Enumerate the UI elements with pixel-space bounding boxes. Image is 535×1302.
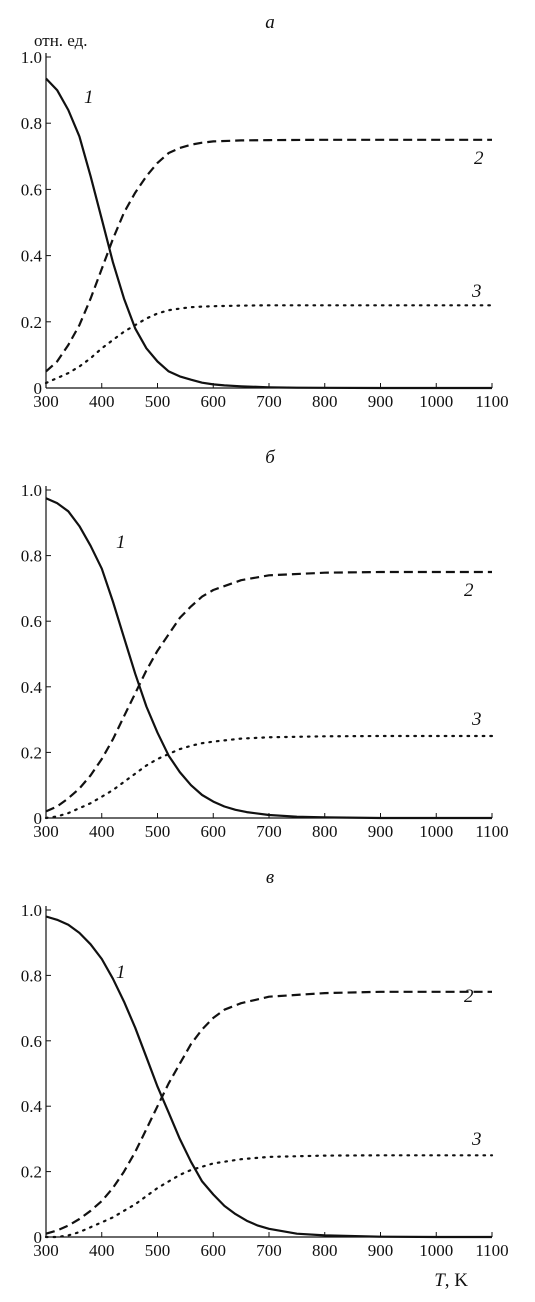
series-2-line xyxy=(45,990,492,1235)
chart-panel-2: б 300 400 500 600 700 800 900 1000 1100 0 0.2 0.4 0.6… xyxy=(21,447,509,841)
y-tick-label: 1.0 xyxy=(21,48,42,67)
y-unit-label: отн. ед. xyxy=(34,31,88,50)
y-tick-label: 0.4 xyxy=(21,678,43,697)
x-tick-label: 600 xyxy=(201,1241,227,1260)
x-tick-label: 800 xyxy=(312,392,338,411)
series-2-line xyxy=(45,138,492,373)
series-1-line xyxy=(45,915,492,1239)
series-3-line xyxy=(44,1154,494,1239)
x-tick-label: 400 xyxy=(89,822,115,841)
chart-panel-1: а 300 400 500 600 700 800 900 1000 1100 0 0.2 0.4 0.6… xyxy=(21,12,509,411)
x-tick-label: 1100 xyxy=(475,392,508,411)
x-tick-label: 800 xyxy=(312,822,338,841)
x-tick-label: 300 xyxy=(33,392,59,411)
series-3-line xyxy=(44,304,494,385)
y-tick-label: 0.2 xyxy=(21,1163,42,1182)
y-tick-label: 0.6 xyxy=(21,1032,42,1051)
y-tick-label: 1.0 xyxy=(21,901,42,920)
x-tick-label: 500 xyxy=(145,392,171,411)
series-1-label: 1 xyxy=(84,87,94,108)
x-tick-label: 700 xyxy=(256,822,282,841)
series-1-line xyxy=(45,497,492,820)
series-3-line xyxy=(44,734,494,820)
x-tick-label: 1000 xyxy=(419,822,453,841)
y-tick-label: 0.6 xyxy=(21,612,42,631)
x-tick-label: 600 xyxy=(201,822,227,841)
chart-panel-3: в 300 400 500 600 700 800 900 1000 1100 0 0.2 0.4 0.6… xyxy=(21,867,509,1260)
x-tick-label: 1000 xyxy=(419,1241,453,1260)
y-tick-label: 0.2 xyxy=(21,743,42,762)
y-tick-label: 0.8 xyxy=(21,114,42,133)
x-tick-label: 400 xyxy=(89,1241,115,1260)
y-tick-label: 0.8 xyxy=(21,547,42,566)
y-tick-label: 0.6 xyxy=(21,180,42,199)
panel-label: в xyxy=(266,867,274,888)
y-tick-label: 0.8 xyxy=(21,966,42,985)
x-tick-label: 800 xyxy=(312,1241,338,1260)
x-tick-label: 900 xyxy=(368,1241,394,1260)
x-axis-label: T, K xyxy=(434,1270,468,1291)
x-tick-label: 1000 xyxy=(419,392,453,411)
x-tick-label: 1100 xyxy=(475,1241,508,1260)
series-1-label: 1 xyxy=(116,962,126,983)
x-tick-label: 300 xyxy=(33,822,59,841)
series-3-label: 3 xyxy=(471,1129,482,1150)
series-2-line xyxy=(45,570,492,813)
y-tick-label: 0.4 xyxy=(21,247,43,266)
x-axis-var: T xyxy=(434,1270,446,1291)
x-tick-label: 500 xyxy=(145,1241,171,1260)
x-tick-label: 700 xyxy=(256,392,282,411)
x-tick-label: 500 xyxy=(145,822,171,841)
series-2-label: 2 xyxy=(464,580,474,601)
series-1-line xyxy=(45,77,492,390)
series-3-label: 3 xyxy=(471,281,482,302)
series-1-label: 1 xyxy=(116,532,126,553)
y-tick-label: 0 xyxy=(34,1228,43,1247)
x-tick-label: 300 xyxy=(33,1241,59,1260)
x-tick-label: 1100 xyxy=(475,822,508,841)
y-tick-label: 0.4 xyxy=(21,1097,43,1116)
x-tick-label: 900 xyxy=(368,392,394,411)
panel-label: а xyxy=(265,12,275,33)
series-3-label: 3 xyxy=(471,709,482,730)
x-tick-label: 400 xyxy=(89,392,115,411)
x-axis-unit: , K xyxy=(445,1270,469,1291)
x-tick-label: 900 xyxy=(368,822,394,841)
y-tick-label: 0 xyxy=(34,379,43,398)
panel-label: б xyxy=(265,447,276,468)
x-tick-label: 700 xyxy=(256,1241,282,1260)
y-tick-label: 0 xyxy=(34,809,43,828)
y-tick-label: 0.2 xyxy=(21,313,42,332)
x-tick-label: 600 xyxy=(201,392,227,411)
y-tick-label: 1.0 xyxy=(21,481,42,500)
series-2-label: 2 xyxy=(474,148,484,169)
series-2-label: 2 xyxy=(464,986,474,1007)
